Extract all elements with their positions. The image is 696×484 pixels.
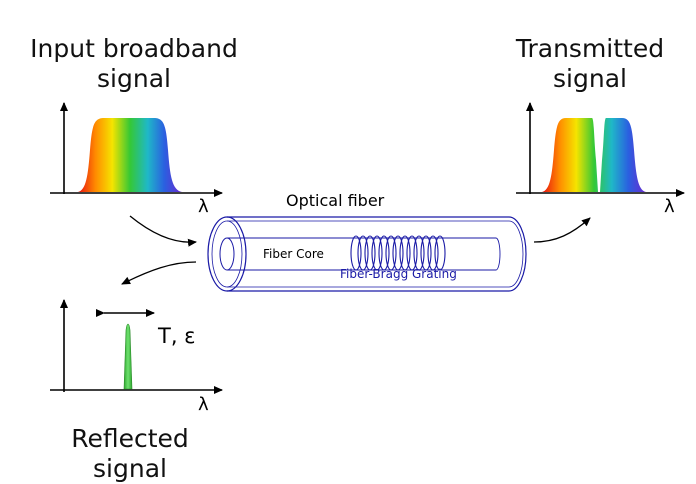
optical-fiber-label: Optical fiber [286, 191, 385, 210]
fiber-core [227, 237, 501, 271]
grating-ring [399, 235, 411, 271]
input-signal-title: Input broadband signal [14, 34, 254, 94]
reflected-peak [123, 323, 133, 390]
tuning-label: T, ε [157, 324, 196, 348]
grating-ring [427, 235, 439, 271]
grating-ring [413, 235, 425, 271]
optical-fiber: Optical fiber Fiber Core Fiber-Bragg Gra… [207, 191, 527, 292]
fiber-to-transmitted-arrow [533, 217, 591, 243]
input-to-fiber-arrow [129, 215, 197, 247]
reflected-lambda-label: λ [198, 394, 209, 415]
transmitted-spectrum-plot: λ [516, 102, 685, 217]
input-spectrum-band [78, 118, 182, 192]
grating-ring [378, 235, 390, 271]
transmitted-signal-title: Transmitted signal [500, 34, 680, 94]
grating-ring [392, 235, 404, 271]
grating-ring [364, 235, 376, 271]
grating-label: Fiber-Bragg Grating [340, 267, 457, 281]
grating-ring [406, 235, 418, 271]
grating-ring [371, 235, 383, 271]
bragg-grating [350, 235, 446, 271]
input-title-line2: signal [97, 64, 171, 93]
reflected-spectrum-plot: T, ε λ [50, 299, 223, 415]
grating-ring [434, 235, 446, 271]
reflected-signal-title: Reflected signal [50, 424, 210, 484]
input-lambda-label: λ [198, 196, 209, 217]
reflected-title-line1: Reflected [71, 424, 189, 453]
fiber-to-reflected-arrow [121, 261, 197, 285]
fiber-end-face-inner [211, 220, 243, 288]
grating-ring [385, 235, 397, 271]
grating-ring [357, 235, 369, 271]
fiber-core-label: Fiber Core [263, 247, 324, 261]
fiber-cladding-inner [227, 220, 524, 288]
fiber-cladding [227, 216, 527, 292]
transmitted-spectrum-band [542, 118, 646, 192]
fiber-end-face-outer [207, 216, 247, 292]
input-title-line1: Input broadband [30, 34, 238, 63]
input-spectrum-plot: λ [50, 102, 223, 217]
fiber-core-end [219, 237, 235, 271]
grating-ring [420, 235, 432, 271]
transmitted-title-line2: signal [553, 64, 627, 93]
transmitted-lambda-label: λ [664, 196, 675, 217]
grating-ring [350, 235, 362, 271]
transmitted-title-line1: Transmitted [515, 34, 665, 63]
